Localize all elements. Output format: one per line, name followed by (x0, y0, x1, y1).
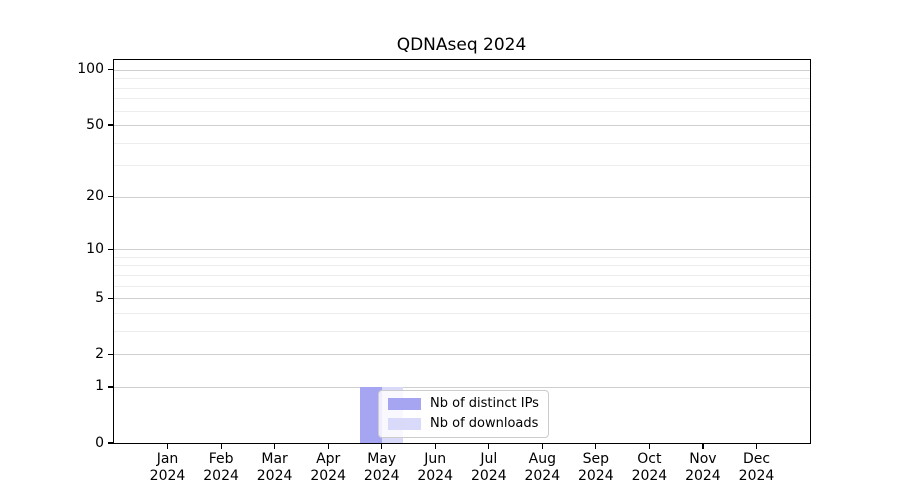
chart-title: QDNAseq 2024 (396, 35, 527, 55)
x-tick-year: 2024 (738, 467, 775, 484)
minor-gridline (114, 274, 810, 276)
minor-gridline (114, 78, 810, 80)
x-tick-month: Aug (528, 451, 556, 467)
x-tick-label: Dec 2024 (717, 451, 797, 484)
x-tick-label: Mar 2024 (235, 451, 315, 484)
x-tick-label: Jun 2024 (395, 451, 475, 484)
legend-label: Nb of downloads (430, 416, 539, 431)
major-gridline (114, 249, 810, 251)
x-tick-month: Jul (480, 451, 498, 467)
x-tick-month: Oct (637, 451, 662, 467)
minor-gridline (114, 330, 810, 332)
x-tick-mark (274, 444, 276, 450)
x-tick-month: Dec (742, 451, 771, 467)
y-tick-label: 2 (95, 345, 104, 362)
major-gridline (114, 386, 810, 388)
x-tick-year: 2024 (203, 467, 239, 484)
legend-entry: Nb of downloads (388, 416, 539, 432)
x-tick-year: 2024 (149, 467, 186, 484)
minor-gridline (114, 312, 810, 314)
minor-gridline (114, 265, 810, 267)
y-tick-label: 50 (86, 116, 104, 133)
legend-entry: Nb of distinct IPs (388, 396, 539, 412)
y-tick-label: 5 (95, 289, 104, 306)
y-tick-label: 10 (86, 240, 104, 257)
legend-swatch (388, 398, 421, 410)
x-tick-month: Feb (208, 451, 234, 467)
x-tick-label: Aug 2024 (502, 451, 582, 484)
major-gridline (114, 196, 810, 198)
y-tick-mark (108, 196, 114, 198)
legend-swatch (388, 418, 421, 430)
y-tick-mark (108, 124, 114, 126)
x-tick-month: Jan (156, 451, 179, 467)
x-tick-label: Jul 2024 (449, 451, 529, 484)
x-tick-mark (702, 444, 704, 450)
major-gridline (114, 298, 810, 300)
legend-label: Nb of distinct IPs (430, 396, 539, 411)
x-tick-mark (488, 444, 490, 450)
x-tick-month: Mar (261, 451, 288, 467)
y-tick-label: 0 (95, 434, 104, 451)
major-gridline (114, 354, 810, 356)
y-tick-mark (108, 297, 114, 299)
x-tick-year: 2024 (685, 467, 721, 484)
x-tick-label: May 2024 (342, 451, 422, 484)
x-tick-year: 2024 (417, 467, 453, 484)
x-tick-year: 2024 (524, 467, 561, 484)
minor-gridline (114, 87, 810, 89)
minor-gridline (114, 142, 810, 144)
x-tick-month: Apr (316, 451, 341, 467)
minor-gridline (114, 165, 810, 167)
x-tick-month: Jun (424, 451, 447, 467)
x-tick-mark (220, 444, 222, 450)
major-gridline (114, 125, 810, 126)
major-gridline (114, 69, 810, 71)
x-tick-label: Jan 2024 (128, 451, 208, 484)
x-tick-label: Oct 2024 (609, 451, 689, 484)
x-tick-mark (381, 444, 383, 450)
x-tick-label: Sep 2024 (556, 451, 636, 484)
y-tick-mark (108, 386, 114, 388)
y-tick-mark (108, 442, 114, 444)
minor-gridline (114, 285, 810, 287)
minor-gridline (114, 256, 810, 258)
x-tick-year: 2024 (470, 467, 507, 484)
legend: Nb of distinct IPs Nb of downloads (378, 390, 549, 438)
x-tick-year: 2024 (256, 467, 293, 484)
x-tick-mark (648, 444, 651, 450)
x-tick-label: Apr 2024 (288, 451, 368, 484)
x-tick-label: Nov 2024 (663, 451, 743, 484)
bar-nb-of-distinct-ips (360, 386, 382, 443)
y-tick-mark (108, 248, 114, 250)
x-tick-month: May (367, 451, 397, 467)
x-tick-label: Feb 2024 (181, 451, 261, 484)
x-tick-year: 2024 (363, 467, 400, 484)
x-tick-year: 2024 (310, 467, 346, 484)
x-tick-mark (755, 444, 758, 450)
x-tick-mark (166, 444, 169, 450)
x-tick-mark (327, 444, 329, 450)
y-tick-mark (108, 69, 114, 71)
y-tick-label: 1 (95, 378, 104, 395)
x-tick-month: Nov (689, 451, 717, 467)
x-tick-year: 2024 (631, 467, 668, 484)
y-tick-label: 20 (86, 188, 104, 205)
y-tick-mark (108, 353, 114, 355)
y-tick-label: 100 (77, 61, 104, 78)
x-tick-mark (595, 444, 597, 450)
x-tick-month: Sep (582, 451, 609, 467)
x-tick-mark (541, 444, 543, 450)
plot-area: Nb of distinct IPs Nb of downloads (113, 59, 811, 444)
x-tick-year: 2024 (577, 467, 614, 484)
minor-gridline (114, 98, 810, 100)
x-tick-mark (434, 444, 436, 450)
minor-gridline (114, 110, 810, 112)
